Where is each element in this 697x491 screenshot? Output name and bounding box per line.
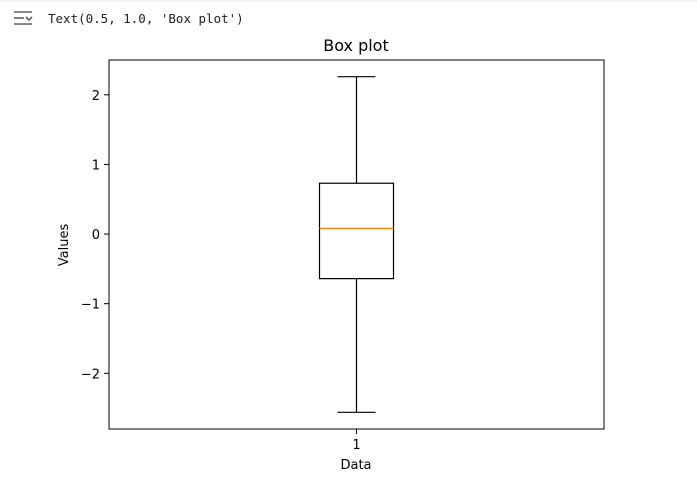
- cell-divider: [0, 0, 697, 2]
- chart-title: Box plot: [323, 36, 389, 55]
- y-tick-label: 1: [92, 158, 100, 173]
- y-tick-label: −1: [81, 298, 100, 313]
- y-axis-label: Values: [57, 224, 72, 267]
- y-tick-label: 0: [92, 228, 100, 243]
- y-tick-label: −2: [81, 367, 100, 382]
- y-tick-label: 2: [92, 89, 100, 104]
- x-axis-label: Data: [340, 458, 371, 473]
- output-collapse-icon[interactable]: [12, 9, 36, 29]
- x-tick-label: 1: [352, 438, 360, 453]
- output-text: Text(0.5, 1.0, 'Box plot'): [48, 11, 244, 26]
- interquartile-box: [318, 182, 395, 280]
